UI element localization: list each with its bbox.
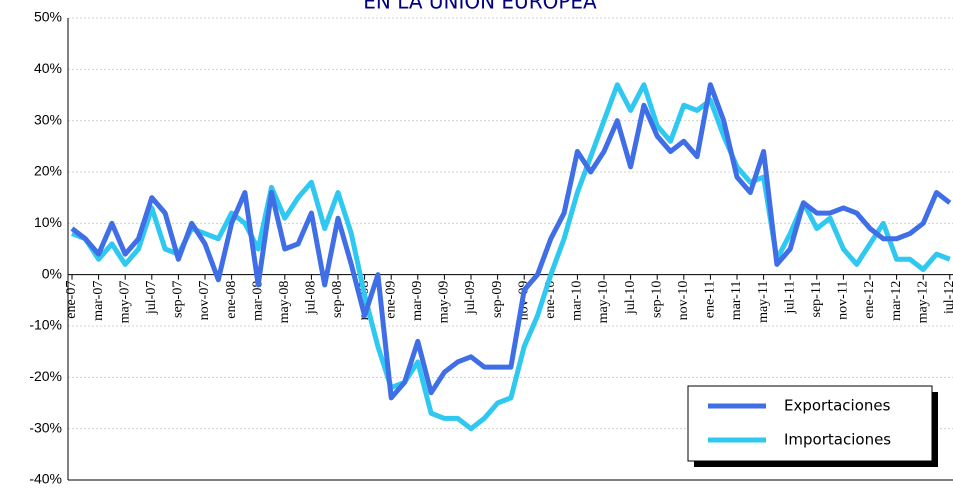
y-tick-label: -20% — [29, 368, 62, 384]
x-tick-label: may-09 — [437, 281, 452, 324]
x-tick-label: mar-11 — [729, 281, 744, 321]
series-line — [70, 82, 952, 401]
x-tick-label: mar-10 — [570, 281, 585, 321]
x-tick-label: sep-07 — [171, 281, 186, 318]
x-tick-label: mar-07 — [91, 281, 106, 321]
y-tick-label: 40% — [34, 60, 62, 76]
x-tick-label: sep-08 — [330, 281, 345, 318]
x-tick-label: ene-11 — [703, 281, 718, 319]
x-tick-label: may-11 — [756, 281, 771, 323]
x-tick-label: sep-11 — [809, 281, 824, 318]
x-tick-label: ene-12 — [862, 281, 877, 319]
legend-label: Exportaciones — [784, 397, 891, 415]
y-tick-label: 30% — [34, 111, 62, 127]
x-tick-label: nov-11 — [836, 281, 851, 320]
x-tick-label: may-07 — [117, 281, 132, 324]
series-line — [71, 82, 951, 432]
x-tick-label: sep-09 — [490, 281, 505, 318]
y-tick-label: 10% — [34, 214, 62, 230]
x-tick-label: nov-07 — [197, 281, 212, 321]
x-tick-label: sep-10 — [649, 281, 664, 318]
x-tick-label: ene-08 — [224, 281, 239, 319]
x-tick-label: mar-12 — [889, 281, 904, 321]
legend-label: Importaciones — [784, 431, 891, 449]
x-tick-label: jul-10 — [623, 281, 638, 315]
x-tick-label: may-10 — [596, 281, 611, 324]
x-tick-label: jul-09 — [463, 281, 478, 315]
legend — [687, 385, 933, 462]
x-tick-label: jul-08 — [304, 281, 319, 315]
x-tick-label: mar-08 — [250, 281, 265, 321]
y-tick-label: 50% — [34, 9, 62, 25]
x-tick-label: jul-11 — [782, 281, 797, 315]
chart-title: EN LA UNION EUROPEA — [363, 0, 597, 14]
y-tick-label: 20% — [34, 163, 62, 179]
y-tick-label: 0% — [42, 265, 62, 281]
y-tick-label: -30% — [29, 419, 62, 435]
y-tick-label: -40% — [29, 471, 62, 487]
x-tick-label: ene-09 — [383, 281, 398, 319]
x-tick-label: ene-07 — [64, 281, 79, 319]
x-tick-label: jul-07 — [144, 281, 159, 315]
x-tick-label: nov-10 — [676, 281, 691, 321]
x-tick-label: jul-12 — [942, 281, 953, 315]
y-tick-label: -10% — [29, 317, 62, 333]
x-tick-label: may-08 — [277, 281, 292, 324]
x-tick-label: mar-09 — [410, 281, 425, 321]
x-tick-label: may-12 — [915, 281, 930, 324]
